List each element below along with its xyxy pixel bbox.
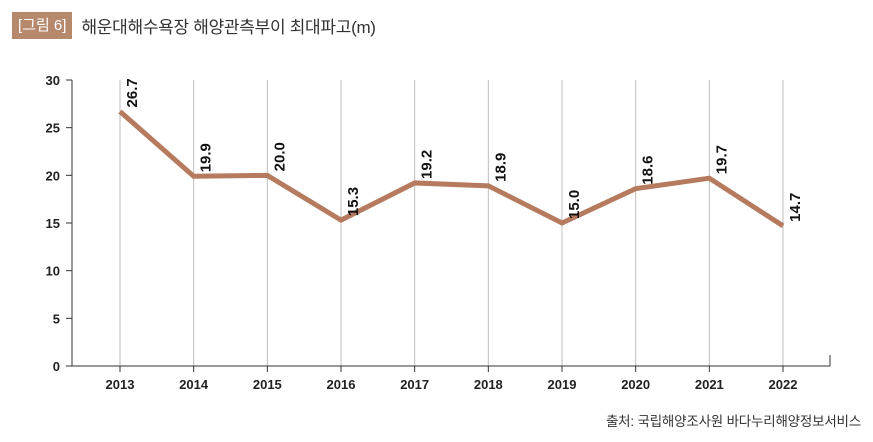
y-tick-label: 10 [46, 264, 60, 279]
y-tick-label: 20 [46, 168, 60, 183]
data-label: 19.2 [419, 150, 436, 179]
chart-title: 해운대해수욕장 해양관측부이 최대파고(m) [81, 18, 376, 37]
x-tick-label: 2013 [106, 377, 135, 392]
x-tick-label: 2020 [621, 377, 650, 392]
data-label: 15.0 [566, 190, 583, 219]
data-label: 26.7 [124, 78, 141, 107]
figure-number-badge: [그림 6] [12, 12, 73, 39]
x-tick-label: 2017 [400, 377, 429, 392]
x-tick-label: 2022 [769, 377, 798, 392]
data-label: 18.6 [640, 155, 657, 184]
y-tick-label: 25 [46, 121, 60, 136]
x-tick-label: 2018 [474, 377, 503, 392]
y-tick-label: 15 [46, 216, 60, 231]
data-label: 19.9 [198, 143, 215, 172]
data-label: 14.7 [787, 193, 804, 222]
x-tick-label: 2021 [695, 377, 724, 392]
x-tick-label: 2019 [548, 377, 577, 392]
data-label: 18.9 [492, 153, 509, 182]
x-tick-label: 2015 [253, 377, 282, 392]
y-tick-label: 5 [53, 311, 60, 326]
y-tick-label: 30 [46, 73, 60, 88]
x-tick-label: 2016 [327, 377, 356, 392]
data-label: 15.3 [345, 187, 362, 216]
data-label: 19.7 [713, 145, 730, 174]
source-note: 출처: 국립해양조사원 바다누리해양정보서비스 [605, 414, 861, 429]
data-label: 20.0 [271, 142, 288, 171]
y-tick-label: 0 [53, 359, 60, 374]
series-line [118, 109, 785, 228]
x-tick-label: 2014 [179, 377, 209, 392]
figure-header: [그림 6] 해운대해수욕장 해양관측부이 최대파고(m) [12, 12, 376, 39]
